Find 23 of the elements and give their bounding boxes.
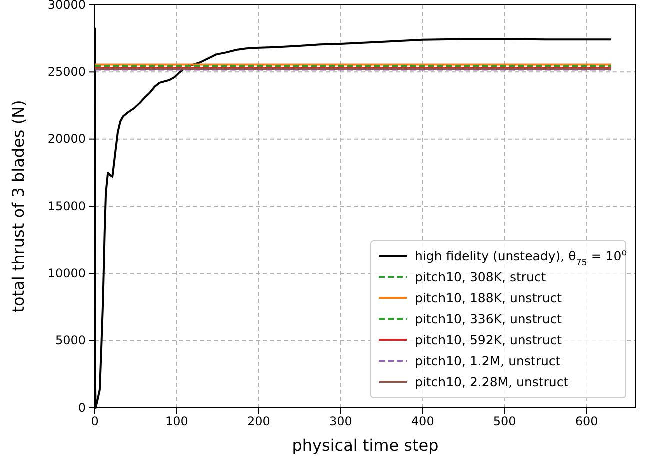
y-tick-label: 15000 — [48, 199, 86, 214]
x-tick-label: 200 — [247, 414, 270, 429]
x-tick-label: 300 — [329, 414, 352, 429]
x-tick-label: 600 — [575, 414, 598, 429]
legend-label: pitch10, 188K, unstruct — [415, 290, 562, 306]
x-tick-label: 400 — [411, 414, 434, 429]
legend-label: high fidelity (unsteady), θ$_{75}$ = 10$^{o}$ — [415, 248, 628, 268]
y-axis-title: total thrust of 3 blades (N) — [9, 100, 28, 313]
x-tick-label: 0 — [91, 414, 99, 429]
y-tick-label: 0 — [78, 400, 86, 415]
legend-label: pitch10, 2.28M, unstruct — [415, 374, 569, 390]
x-tick-label: 500 — [493, 414, 516, 429]
legend-label: pitch10, 1.2M, unstruct — [415, 354, 561, 368]
y-tick-label: 30000 — [48, 0, 86, 12]
y-tick-label: 10000 — [48, 266, 86, 281]
legend-label: pitch10, 336K, unstruct — [415, 312, 562, 326]
x-tick-label: 100 — [166, 414, 188, 429]
legend-label: pitch10, 592K, unstruct — [415, 332, 562, 348]
y-tick-label: 25000 — [48, 65, 86, 80]
y-tick-label: 20000 — [48, 132, 86, 146]
x-axis-title: physical time step — [292, 436, 439, 455]
y-tick-label: 5000 — [55, 334, 86, 348]
legend-label: pitch10, 308K, struct — [415, 270, 546, 284]
